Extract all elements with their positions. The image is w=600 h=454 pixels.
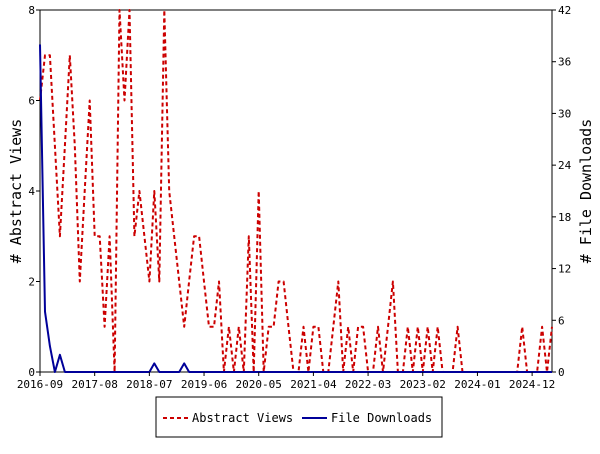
x-tick-label: 2024-12	[509, 378, 555, 391]
left-y-tick-label: 0	[28, 366, 35, 379]
left-y-tick-label: 8	[28, 4, 35, 17]
right-y-tick-label: 18	[558, 211, 571, 224]
x-tick-label: 2024-01	[454, 378, 500, 391]
x-tick-label: 2019-06	[181, 378, 227, 391]
right-y-tick-label: 24	[558, 159, 572, 172]
legend-label-file-downloads: File Downloads	[331, 411, 432, 425]
right-axis-title: # File Downloads	[577, 119, 595, 264]
right-y-tick-label: 12	[558, 263, 571, 276]
left-y-tick-label: 2	[28, 276, 35, 289]
x-tick-label: 2023-02	[400, 378, 446, 391]
plot-area	[39, 9, 553, 373]
right-y-tick-label: 36	[558, 56, 571, 69]
left-y-tick-label: 4	[28, 185, 35, 198]
x-tick-label: 2020-05	[236, 378, 282, 391]
series-line-file-downloads	[39, 44, 552, 373]
x-tick-label: 2017-08	[71, 378, 117, 391]
right-y-tick-label: 6	[558, 314, 565, 327]
x-tick-label: 2016-09	[17, 378, 63, 391]
legend-label-abstract-views: Abstract Views	[192, 411, 293, 425]
x-tick-label: 2022-03	[345, 378, 391, 391]
x-tick-label: 2021-04	[290, 378, 337, 391]
right-y-tick-label: 0	[558, 366, 565, 379]
left-axis-title: # Abstract Views	[7, 119, 25, 264]
right-y-tick-label: 30	[558, 107, 571, 120]
legend: Abstract Views File Downloads	[155, 396, 443, 438]
x-tick-label: 2018-07	[126, 378, 172, 391]
right-y-tick-label: 42	[558, 4, 571, 17]
series-layer	[39, 9, 553, 373]
left-y-tick-label: 6	[28, 95, 35, 108]
legend-box	[155, 396, 443, 438]
